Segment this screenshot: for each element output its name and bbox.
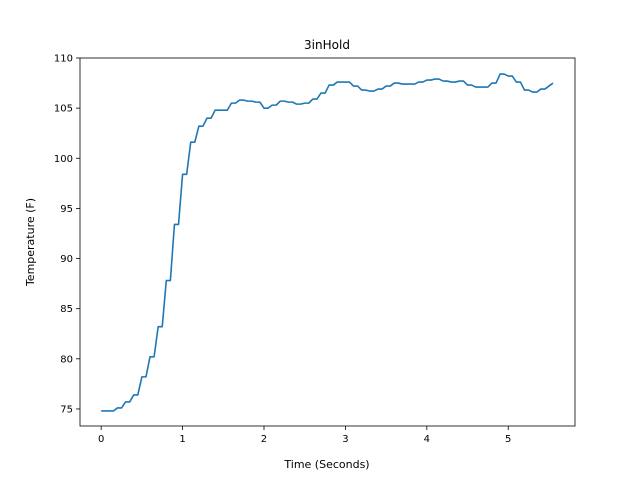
x-tick-label: 2 bbox=[261, 434, 267, 445]
y-tick-label: 110 bbox=[54, 54, 73, 65]
series-line bbox=[101, 73, 554, 412]
y-tick-label: 105 bbox=[54, 104, 73, 115]
x-axis-label: Time (Seconds) bbox=[283, 458, 369, 471]
y-tick-label: 100 bbox=[54, 154, 73, 165]
y-tick-label: 75 bbox=[60, 404, 73, 415]
y-tick-label: 90 bbox=[60, 254, 73, 265]
x-tick-label: 1 bbox=[179, 434, 185, 445]
y-tick-label: 80 bbox=[60, 354, 73, 365]
y-axis-label: Temperature (F) bbox=[24, 198, 37, 287]
x-tick-label: 3 bbox=[342, 434, 348, 445]
y-tick-label: 95 bbox=[60, 204, 73, 215]
x-tick-label: 4 bbox=[424, 434, 430, 445]
chart-title: 3inHold bbox=[304, 38, 350, 52]
plot-frame bbox=[79, 57, 576, 427]
x-tick-label: 5 bbox=[505, 434, 511, 445]
y-tick-label: 85 bbox=[60, 304, 73, 315]
x-tick-label: 0 bbox=[98, 434, 104, 445]
axis-ticks: 0 1 2 3 4 5 75 80 85 90 95 100 105 110 bbox=[54, 54, 512, 446]
